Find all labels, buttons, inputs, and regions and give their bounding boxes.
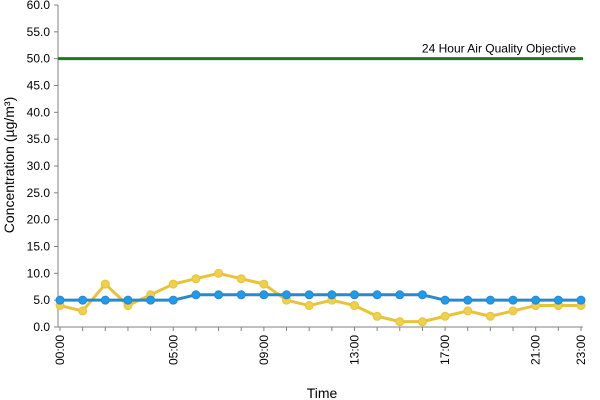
data-point xyxy=(463,295,473,305)
data-point xyxy=(191,274,201,284)
data-point xyxy=(236,274,246,284)
data-point xyxy=(78,295,88,305)
data-point xyxy=(417,290,427,300)
tick-labels: 0.0 5.0 10.0 15.0 20.0 25.0 30.0 35.0 40.0 45.0 50… xyxy=(27,0,588,365)
data-point xyxy=(214,290,224,300)
y-tick-label: 15.0 xyxy=(27,240,51,254)
data-point xyxy=(100,295,110,305)
y-tick-label: 30.0 xyxy=(27,159,51,173)
x-axis-title: Time xyxy=(307,385,338,400)
y-tick-label: 55.0 xyxy=(27,25,51,39)
data-point xyxy=(553,295,563,305)
data-point xyxy=(440,311,450,321)
y-tick-label: 10.0 xyxy=(27,266,51,280)
series-1 xyxy=(55,268,586,327)
data-point xyxy=(372,290,382,300)
y-tick-label: 25.0 xyxy=(27,186,51,200)
data-point xyxy=(304,301,314,311)
y-tick-label: 0.0 xyxy=(33,320,50,334)
y-tick-label: 40.0 xyxy=(27,105,51,119)
y-axis-title: Concentration (µg/m³) xyxy=(1,97,17,233)
data-point xyxy=(236,290,246,300)
data-point xyxy=(123,295,133,305)
data-point xyxy=(395,317,405,327)
data-point xyxy=(78,306,88,316)
series-2 xyxy=(55,290,586,305)
data-point xyxy=(531,295,541,305)
data-point xyxy=(576,295,586,305)
x-tick-label: 23:00 xyxy=(574,335,588,365)
reference-line-group: 24 Hour Air Quality Objective xyxy=(58,42,583,61)
y-tick-label: 20.0 xyxy=(27,213,51,227)
x-tick-label: 17:00 xyxy=(438,335,452,365)
data-point xyxy=(146,295,156,305)
series-line xyxy=(59,271,581,324)
data-point xyxy=(327,290,337,300)
data-point xyxy=(349,301,359,311)
data-point xyxy=(463,306,473,316)
data-point xyxy=(349,290,359,300)
data-point xyxy=(440,295,450,305)
x-tick-label: 00:00 xyxy=(53,335,67,365)
data-point xyxy=(304,290,314,300)
data-point xyxy=(191,290,201,300)
data-point xyxy=(417,317,427,327)
data-point xyxy=(485,311,495,321)
y-tick-label: 5.0 xyxy=(33,293,50,307)
data-point xyxy=(259,279,269,289)
x-tick-label: 13:00 xyxy=(347,335,361,365)
data-point xyxy=(55,295,65,305)
series-group xyxy=(55,268,586,327)
series-line xyxy=(60,293,581,302)
axes xyxy=(54,4,583,331)
data-point xyxy=(508,306,518,316)
data-point xyxy=(100,279,110,289)
data-point xyxy=(214,268,224,278)
data-point xyxy=(508,295,518,305)
y-tick-label: 60.0 xyxy=(27,0,51,12)
data-point xyxy=(259,290,269,300)
data-point xyxy=(282,290,292,300)
y-tick-label: 50.0 xyxy=(27,52,51,66)
data-point xyxy=(168,295,178,305)
reference-line-label: 24 Hour Air Quality Objective xyxy=(422,42,576,56)
x-tick-label: 05:00 xyxy=(166,335,180,365)
x-tick-label: 09:00 xyxy=(257,335,271,365)
data-point xyxy=(395,290,405,300)
data-point xyxy=(372,311,382,321)
data-point xyxy=(485,295,495,305)
y-tick-label: 35.0 xyxy=(27,132,51,146)
x-tick-label: 21:00 xyxy=(529,335,543,365)
y-tick-label: 45.0 xyxy=(27,79,51,93)
data-point xyxy=(168,279,178,289)
